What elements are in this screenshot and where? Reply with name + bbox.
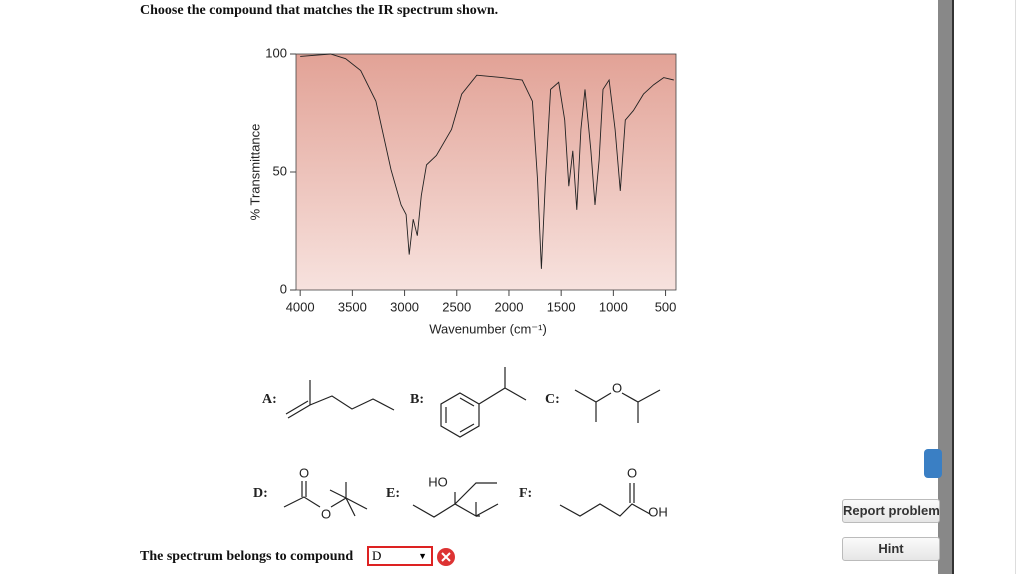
atom-label: O xyxy=(627,465,637,480)
atom-label: HO xyxy=(428,474,448,489)
dropdown-arrow: ▼ xyxy=(418,551,427,561)
x-tick-label: 500 xyxy=(655,299,677,314)
x-tick-label: 2500 xyxy=(442,299,471,314)
side-tab[interactable] xyxy=(924,449,942,478)
option-letter: D: xyxy=(253,486,268,501)
atom-label: O xyxy=(612,380,622,395)
x-tick-label: 2000 xyxy=(495,299,524,314)
x-tick-label: 3000 xyxy=(390,299,419,314)
answer-select[interactable]: D ▼ xyxy=(367,546,433,566)
atom-label: O xyxy=(321,506,331,521)
plot-background xyxy=(296,54,676,290)
spectrum-line xyxy=(300,53,674,269)
y-tick-label: 0 xyxy=(280,281,287,296)
atom-label: OH xyxy=(648,504,668,519)
divider xyxy=(1015,0,1016,574)
option-letter: F: xyxy=(519,486,532,501)
option-letter: C: xyxy=(545,392,560,407)
x-tick-label: 1000 xyxy=(599,299,628,314)
structures xyxy=(283,367,661,518)
y-axis-label: % Transmittance xyxy=(247,124,262,221)
question: Choose the compound that matches the IR … xyxy=(140,3,499,18)
divider xyxy=(952,0,954,574)
y-tick-label: 50 xyxy=(273,163,287,178)
option-letter: A: xyxy=(262,392,277,407)
scrollbar xyxy=(938,0,952,574)
selected-value: D xyxy=(372,548,382,563)
y-tick-label: 100 xyxy=(265,45,287,60)
hint-button[interactable]: Hint xyxy=(842,537,940,561)
report-button[interactable]: Report problem xyxy=(842,499,940,523)
x-tick-label: 1500 xyxy=(547,299,576,314)
x-tick-label: 3500 xyxy=(338,299,367,314)
option-letter: E: xyxy=(386,486,400,501)
error-icon-cross xyxy=(441,552,451,562)
atom-label: O xyxy=(299,465,309,480)
option-letter: B: xyxy=(410,392,424,407)
answer-prompt: The spectrum belongs to compound xyxy=(140,549,354,564)
x-tick-label: 4000 xyxy=(286,299,315,314)
x-axis-label: Wavenumber (cm⁻¹) xyxy=(429,321,547,336)
